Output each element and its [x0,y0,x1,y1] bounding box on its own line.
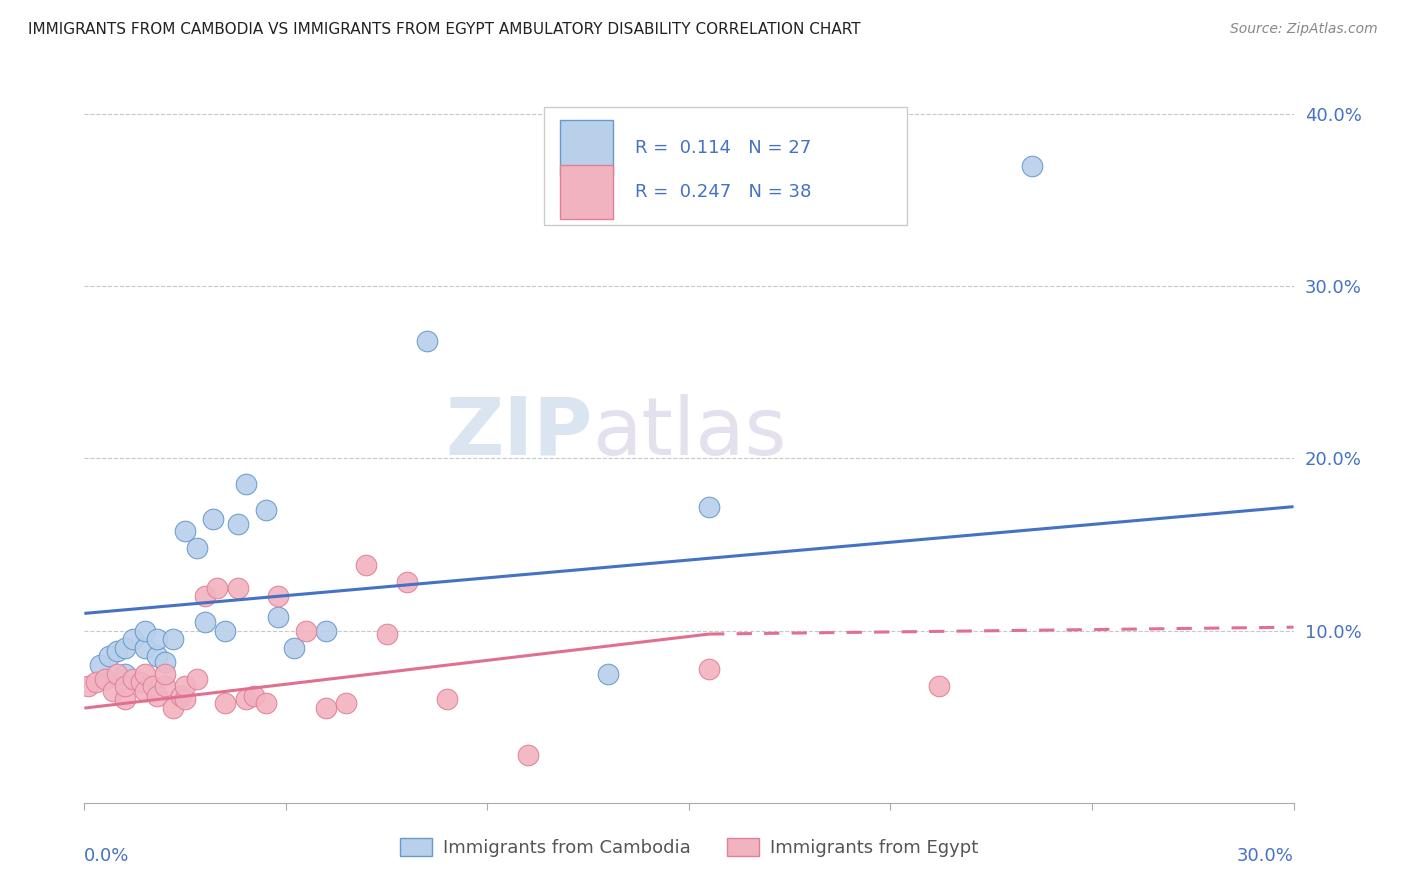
Point [697,500,720,514]
Point [315,624,337,638]
Point [194,615,217,629]
Point [93,672,115,686]
FancyBboxPatch shape [560,165,613,219]
Point [146,649,169,664]
Point [194,589,217,603]
Point [516,747,538,762]
Point [174,692,197,706]
Point [153,666,176,681]
Point [77,679,100,693]
Point [153,679,176,693]
Point [101,684,124,698]
Point [162,632,184,647]
Point [186,672,208,686]
Point [214,696,236,710]
FancyBboxPatch shape [560,120,613,175]
Point [174,524,197,538]
Point [267,610,290,624]
Point [121,672,143,686]
Point [295,624,318,638]
Point [1021,159,1043,173]
Point [121,632,143,647]
Point [134,666,156,681]
Point [114,640,136,655]
Point [146,632,169,647]
Point [114,692,136,706]
Legend: Immigrants from Cambodia, Immigrants from Egypt: Immigrants from Cambodia, Immigrants fro… [392,830,986,864]
Point [146,689,169,703]
Point [254,503,277,517]
FancyBboxPatch shape [544,107,907,226]
Point [697,661,720,675]
Point [235,692,257,706]
Point [129,675,152,690]
Point [186,541,208,555]
Point [375,627,398,641]
Text: IMMIGRANTS FROM CAMBODIA VS IMMIGRANTS FROM EGYPT AMBULATORY DISABILITY CORRELAT: IMMIGRANTS FROM CAMBODIA VS IMMIGRANTS F… [28,22,860,37]
Point [134,640,156,655]
Point [170,689,193,703]
Point [928,679,950,693]
Point [242,689,264,703]
Point [153,655,176,669]
Point [395,575,418,590]
Text: R =  0.247   N = 38: R = 0.247 N = 38 [634,183,811,201]
Point [174,679,197,693]
Point [134,684,156,698]
Point [226,581,249,595]
Point [436,692,458,706]
Point [254,696,277,710]
Point [226,516,249,531]
Text: 30.0%: 30.0% [1237,847,1294,865]
Point [335,696,357,710]
Point [114,679,136,693]
Point [207,581,229,595]
Text: atlas: atlas [592,393,786,472]
Point [89,658,111,673]
Point [142,679,165,693]
Point [105,666,128,681]
Point [356,558,378,573]
Text: R =  0.114   N = 27: R = 0.114 N = 27 [634,138,811,157]
Point [202,512,225,526]
Point [416,334,439,349]
Text: Source: ZipAtlas.com: Source: ZipAtlas.com [1230,22,1378,37]
Point [134,624,156,638]
Point [315,701,337,715]
Point [214,624,236,638]
Point [97,649,120,664]
Point [105,644,128,658]
Point [86,675,108,690]
Text: 0.0%: 0.0% [84,847,129,865]
Point [283,640,305,655]
Point [114,666,136,681]
Point [598,666,620,681]
Point [162,701,184,715]
Point [267,589,290,603]
Text: ZIP: ZIP [444,393,592,472]
Point [235,477,257,491]
